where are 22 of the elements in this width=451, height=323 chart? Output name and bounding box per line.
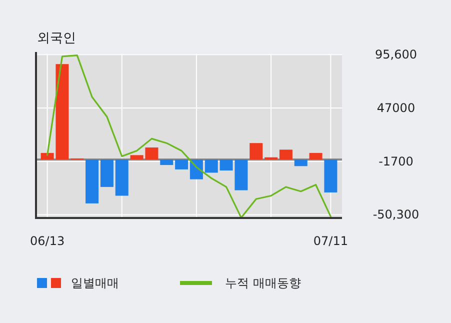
chart-title: 외국인 <box>37 31 76 46</box>
x-tick-label: 07/11 <box>313 234 348 248</box>
bar <box>294 160 308 166</box>
y-tick-label: -50,300 <box>372 208 420 222</box>
x-tick-label: 06/13 <box>30 234 65 248</box>
bar <box>86 160 99 204</box>
line-series <box>46 54 332 218</box>
bar <box>309 152 322 160</box>
bar <box>250 143 263 160</box>
bar <box>175 160 188 170</box>
bar <box>324 160 338 192</box>
y-tick-label: -1700 <box>378 154 414 168</box>
legend-label: 일별매매 <box>71 276 119 290</box>
y-tick-label: 95,600 <box>375 48 417 62</box>
bar <box>100 160 114 187</box>
bar <box>115 160 128 196</box>
legend-label: 누적 매매동향 <box>225 276 301 290</box>
bar <box>264 157 278 160</box>
y-tick-label: 47000 <box>376 100 416 115</box>
bar <box>160 160 174 166</box>
bar <box>279 150 292 160</box>
bar <box>204 160 218 173</box>
